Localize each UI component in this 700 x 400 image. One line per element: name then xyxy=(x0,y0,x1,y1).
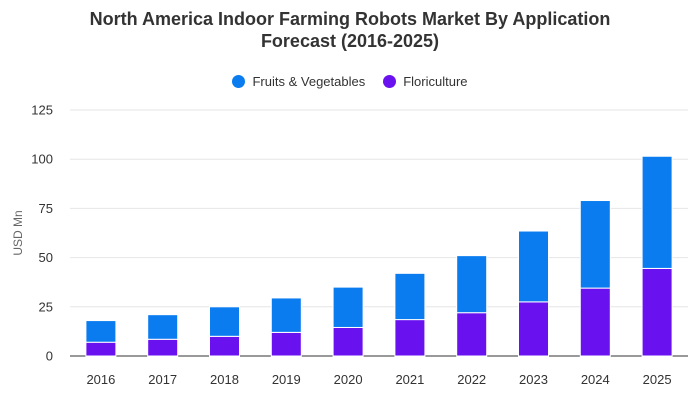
y-tick-label: 125 xyxy=(31,103,53,118)
x-tick-label: 2025 xyxy=(643,372,672,387)
y-tick-label: 50 xyxy=(39,250,53,265)
bar-floriculture-2019 xyxy=(270,331,302,357)
bar-floriculture-2016 xyxy=(85,341,117,357)
bar-fruits-vegetables-2022 xyxy=(456,255,488,314)
x-tick-label: 2021 xyxy=(395,372,424,387)
x-tick-label: 2020 xyxy=(334,372,363,387)
bar-fruits-vegetables-2018 xyxy=(209,306,240,337)
bar-floriculture-2017 xyxy=(147,338,179,357)
x-tick-label: 2024 xyxy=(581,372,610,387)
chart-title-line-1: North America Indoor Farming Robots Mark… xyxy=(89,9,611,29)
legend-swatch-floriculture xyxy=(383,75,397,88)
x-tick-label: 2017 xyxy=(148,372,177,387)
bar-floriculture-2025 xyxy=(641,267,673,357)
chart-title: North America Indoor Farming Robots Mark… xyxy=(0,8,700,52)
chart-title-line-2: Forecast (2016-2025) xyxy=(260,31,440,51)
bar-fruits-vegetables-2023 xyxy=(518,230,549,303)
legend-item-fruits-vegetables[interactable]: Fruits & Vegetables xyxy=(232,74,365,89)
y-tick-label: 25 xyxy=(39,299,53,314)
x-tick-label: 2022 xyxy=(457,372,486,387)
legend-label-floriculture: Floriculture xyxy=(403,74,468,89)
bar-floriculture-2021 xyxy=(394,319,426,357)
bar-fruits-vegetables-2016 xyxy=(85,320,117,343)
y-tick-label: 100 xyxy=(31,152,53,167)
x-tick-label: 2023 xyxy=(519,372,548,387)
bar-fruits-vegetables-2017 xyxy=(147,314,179,340)
legend-swatch-fruits-vegetables xyxy=(232,75,246,88)
bar-floriculture-2022 xyxy=(456,312,488,357)
bar-floriculture-2018 xyxy=(209,335,240,357)
bar-floriculture-2024 xyxy=(579,287,611,357)
legend-item-floriculture[interactable]: Floriculture xyxy=(383,74,468,89)
bar-floriculture-2023 xyxy=(518,301,549,357)
chart-legend: Fruits & Vegetables Floriculture xyxy=(0,74,700,89)
y-tick-label: 0 xyxy=(46,349,53,364)
bar-fruits-vegetables-2021 xyxy=(394,272,426,321)
bar-fruits-vegetables-2019 xyxy=(270,297,302,333)
x-tick-label: 2018 xyxy=(210,372,239,387)
bar-fruits-vegetables-2020 xyxy=(332,286,364,328)
x-tick-label: 2019 xyxy=(272,372,301,387)
y-axis-label: USD Mn xyxy=(11,210,25,255)
legend-label-fruits-vegetables: Fruits & Vegetables xyxy=(252,74,366,89)
bar-fruits-vegetables-2025 xyxy=(641,155,673,269)
bar-fruits-vegetables-2024 xyxy=(579,200,611,289)
x-tick-label: 2016 xyxy=(86,372,115,387)
y-tick-label: 75 xyxy=(39,201,53,216)
bar-floriculture-2020 xyxy=(332,326,364,357)
